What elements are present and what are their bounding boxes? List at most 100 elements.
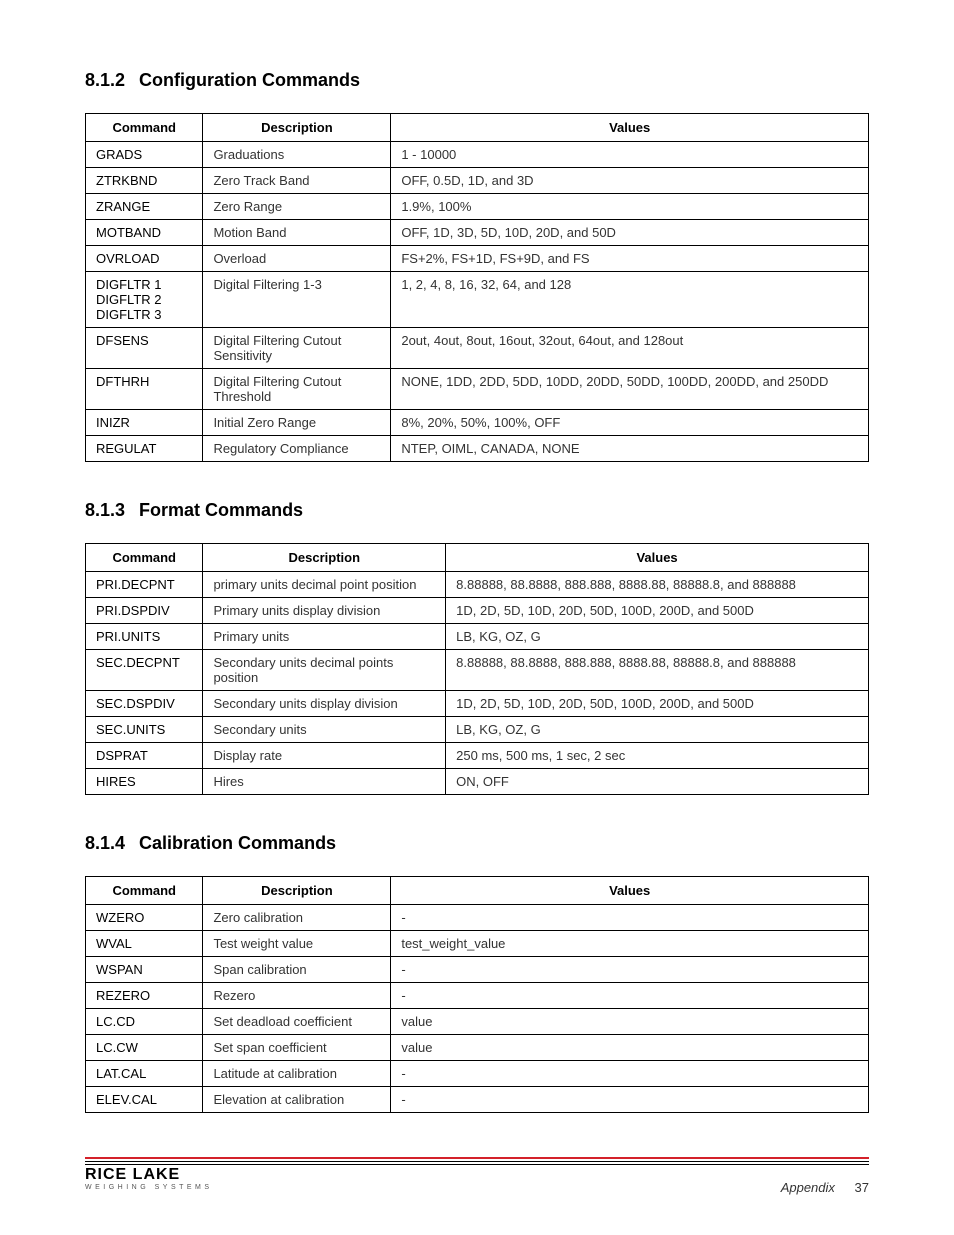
page-number: 37: [855, 1180, 869, 1195]
command-cell: PRI.UNITS: [86, 624, 203, 650]
command-cell: SEC.UNITS: [86, 717, 203, 743]
description-cell: Primary units display division: [203, 598, 446, 624]
description-cell: Overload: [203, 246, 391, 272]
values-cell: 1 - 10000: [391, 142, 869, 168]
description-cell: Hires: [203, 769, 446, 795]
values-cell: 250 ms, 500 ms, 1 sec, 2 sec: [446, 743, 869, 769]
footer-accent-rule: [85, 1157, 869, 1162]
values-cell: -: [391, 957, 869, 983]
command-cell: WSPAN: [86, 957, 203, 983]
commands-table: CommandDescriptionValuesGRADSGraduations…: [85, 113, 869, 462]
table-row: MOTBANDMotion BandOFF, 1D, 3D, 5D, 10D, …: [86, 220, 869, 246]
table-row: REGULATRegulatory ComplianceNTEP, OIML, …: [86, 436, 869, 462]
table-header-row: CommandDescriptionValues: [86, 544, 869, 572]
command-cell: LC.CW: [86, 1035, 203, 1061]
commands-table: CommandDescriptionValuesPRI.DECPNTprimar…: [85, 543, 869, 795]
values-cell: value: [391, 1035, 869, 1061]
table-row: ZRANGEZero Range1.9%, 100%: [86, 194, 869, 220]
commands-table: CommandDescriptionValuesWZEROZero calibr…: [85, 876, 869, 1113]
command-cell: PRI.DECPNT: [86, 572, 203, 598]
section-title: Calibration Commands: [139, 833, 336, 853]
values-cell: 1D, 2D, 5D, 10D, 20D, 50D, 100D, 200D, a…: [446, 598, 869, 624]
table-row: DFSENSDigital Filtering Cutout Sensitivi…: [86, 328, 869, 369]
description-cell: Rezero: [203, 983, 391, 1009]
description-cell: Digital Filtering Cutout Sensitivity: [203, 328, 391, 369]
description-cell: Regulatory Compliance: [203, 436, 391, 462]
command-cell: REZERO: [86, 983, 203, 1009]
section-number: 8.1.3: [85, 500, 125, 520]
table-row: SEC.DECPNTSecondary units decimal points…: [86, 650, 869, 691]
description-cell: Test weight value: [203, 931, 391, 957]
table-row: LC.CWSet span coefficientvalue: [86, 1035, 869, 1061]
description-cell: Digital Filtering 1-3: [203, 272, 391, 328]
command-cell: ZRANGE: [86, 194, 203, 220]
table-row: WVALTest weight valuetest_weight_value: [86, 931, 869, 957]
table-row: DIGFLTR 1DIGFLTR 2DIGFLTR 3Digital Filte…: [86, 272, 869, 328]
values-cell: -: [391, 1061, 869, 1087]
values-cell: 8%, 20%, 50%, 100%, OFF: [391, 410, 869, 436]
command-cell: ZTRKBND: [86, 168, 203, 194]
description-cell: Span calibration: [203, 957, 391, 983]
description-cell: Secondary units display division: [203, 691, 446, 717]
table-row: REZERORezero-: [86, 983, 869, 1009]
command-cell: MOTBAND: [86, 220, 203, 246]
column-header: Values: [391, 114, 869, 142]
command-cell: DFTHRH: [86, 369, 203, 410]
description-cell: Latitude at calibration: [203, 1061, 391, 1087]
column-header: Values: [446, 544, 869, 572]
table-row: INIZRInitial Zero Range8%, 20%, 50%, 100…: [86, 410, 869, 436]
values-cell: 1, 2, 4, 8, 16, 32, 64, and 128: [391, 272, 869, 328]
table-row: OVRLOADOverloadFS+2%, FS+1D, FS+9D, and …: [86, 246, 869, 272]
description-cell: Zero calibration: [203, 905, 391, 931]
command-cell: SEC.DSPDIV: [86, 691, 203, 717]
section-heading: 8.1.2Configuration Commands: [85, 70, 869, 91]
values-cell: test_weight_value: [391, 931, 869, 957]
values-cell: LB, KG, OZ, G: [446, 717, 869, 743]
document-page: 8.1.2Configuration CommandsCommandDescri…: [0, 0, 954, 1235]
table-row: LC.CDSet deadload coefficientvalue: [86, 1009, 869, 1035]
table-row: SEC.UNITSSecondary unitsLB, KG, OZ, G: [86, 717, 869, 743]
command-cell: WZERO: [86, 905, 203, 931]
command-cell: DFSENS: [86, 328, 203, 369]
description-cell: primary units decimal point position: [203, 572, 446, 598]
values-cell: NTEP, OIML, CANADA, NONE: [391, 436, 869, 462]
values-cell: ON, OFF: [446, 769, 869, 795]
column-header: Command: [86, 877, 203, 905]
values-cell: -: [391, 905, 869, 931]
table-row: GRADSGraduations1 - 10000: [86, 142, 869, 168]
command-cell: ELEV.CAL: [86, 1087, 203, 1113]
table-row: SEC.DSPDIVSecondary units display divisi…: [86, 691, 869, 717]
section-heading: 8.1.4Calibration Commands: [85, 833, 869, 854]
column-header: Description: [203, 114, 391, 142]
values-cell: OFF, 1D, 3D, 5D, 10D, 20D, and 50D: [391, 220, 869, 246]
description-cell: Display rate: [203, 743, 446, 769]
appendix-label: Appendix: [781, 1180, 835, 1195]
command-cell: SEC.DECPNT: [86, 650, 203, 691]
values-cell: OFF, 0.5D, 1D, and 3D: [391, 168, 869, 194]
values-cell: 2out, 4out, 8out, 16out, 32out, 64out, a…: [391, 328, 869, 369]
logo-sub-text: WEIGHING SYSTEMS: [85, 1184, 215, 1191]
description-cell: Graduations: [203, 142, 391, 168]
description-cell: Set span coefficient: [203, 1035, 391, 1061]
table-row: HIRESHiresON, OFF: [86, 769, 869, 795]
command-cell: GRADS: [86, 142, 203, 168]
values-cell: NONE, 1DD, 2DD, 5DD, 10DD, 20DD, 50DD, 1…: [391, 369, 869, 410]
column-header: Description: [203, 544, 446, 572]
column-header: Command: [86, 114, 203, 142]
section-title: Format Commands: [139, 500, 303, 520]
command-cell: DIGFLTR 1DIGFLTR 2DIGFLTR 3: [86, 272, 203, 328]
table-row: WSPANSpan calibration-: [86, 957, 869, 983]
command-cell: LAT.CAL: [86, 1061, 203, 1087]
section-title: Configuration Commands: [139, 70, 360, 90]
column-header: Values: [391, 877, 869, 905]
values-cell: -: [391, 1087, 869, 1113]
values-cell: 1D, 2D, 5D, 10D, 20D, 50D, 100D, 200D, a…: [446, 691, 869, 717]
table-row: LAT.CALLatitude at calibration-: [86, 1061, 869, 1087]
description-cell: Zero Track Band: [203, 168, 391, 194]
description-cell: Digital Filtering Cutout Threshold: [203, 369, 391, 410]
table-row: WZEROZero calibration-: [86, 905, 869, 931]
values-cell: FS+2%, FS+1D, FS+9D, and FS: [391, 246, 869, 272]
table-row: ZTRKBNDZero Track BandOFF, 0.5D, 1D, and…: [86, 168, 869, 194]
values-cell: 8.88888, 88.8888, 888.888, 8888.88, 8888…: [446, 572, 869, 598]
command-cell: HIRES: [86, 769, 203, 795]
